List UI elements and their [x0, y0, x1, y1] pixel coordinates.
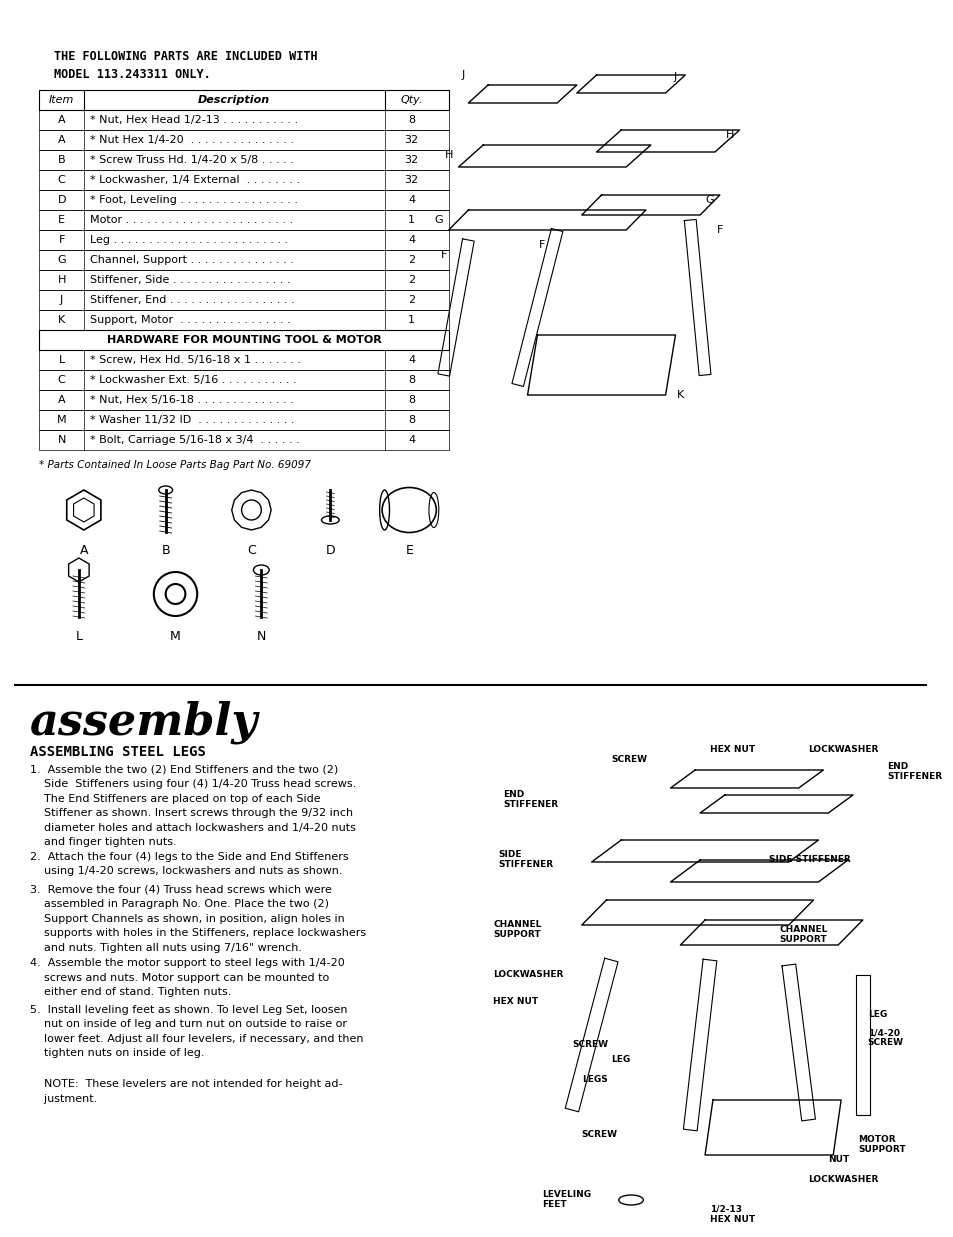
Text: Stiffener, End . . . . . . . . . . . . . . . . . .: Stiffener, End . . . . . . . . . . . . .… — [90, 294, 294, 306]
Text: H: H — [57, 275, 66, 285]
Bar — [39, 270, 448, 289]
Text: K: K — [676, 390, 683, 400]
Text: 1/2-13
HEX NUT: 1/2-13 HEX NUT — [709, 1205, 755, 1225]
Text: 32: 32 — [404, 174, 418, 186]
Text: CHANNEL
SUPPORT: CHANNEL SUPPORT — [493, 920, 541, 939]
Text: 1.  Assemble the two (2) End Stiffeners and the two (2)
    Side  Stiffeners usi: 1. Assemble the two (2) End Stiffeners a… — [30, 764, 355, 847]
Text: N: N — [256, 630, 266, 643]
Text: G: G — [705, 195, 714, 205]
Text: H: H — [724, 130, 733, 140]
Text: F: F — [716, 225, 722, 235]
Text: B: B — [161, 544, 170, 557]
Text: LOCKWASHER: LOCKWASHER — [808, 745, 878, 755]
Bar — [39, 409, 448, 430]
Text: Qty.: Qty. — [400, 95, 422, 105]
Bar — [39, 350, 448, 370]
Text: * Lockwasher Ext. 5/16 . . . . . . . . . . .: * Lockwasher Ext. 5/16 . . . . . . . . .… — [90, 375, 296, 385]
Bar — [39, 430, 448, 450]
Text: K: K — [58, 315, 65, 325]
Bar — [39, 130, 448, 150]
Text: 8: 8 — [408, 375, 415, 385]
Text: 8: 8 — [408, 395, 415, 404]
Text: ASSEMBLING STEEL LEGS: ASSEMBLING STEEL LEGS — [30, 745, 205, 760]
Bar — [39, 150, 448, 169]
Text: A: A — [79, 544, 88, 557]
Text: SCREW: SCREW — [611, 755, 647, 764]
Text: 32: 32 — [404, 155, 418, 165]
Text: * Bolt, Carriage 5/16-18 x 3/4  . . . . . .: * Bolt, Carriage 5/16-18 x 3/4 . . . . .… — [90, 435, 299, 445]
Bar — [39, 110, 448, 130]
Text: E: E — [405, 544, 413, 557]
Text: A: A — [58, 135, 66, 145]
Text: * Washer 11/32 ID  . . . . . . . . . . . . . .: * Washer 11/32 ID . . . . . . . . . . . … — [90, 414, 294, 426]
Bar — [39, 289, 448, 310]
Text: B: B — [58, 155, 66, 165]
Bar — [39, 230, 448, 250]
Bar — [39, 370, 448, 390]
Text: J: J — [673, 72, 677, 82]
Text: Stiffener, Side . . . . . . . . . . . . . . . . .: Stiffener, Side . . . . . . . . . . . . … — [90, 275, 290, 285]
Text: 4: 4 — [408, 355, 415, 365]
Text: LEG: LEG — [867, 1009, 886, 1019]
Text: LEVELING
FEET: LEVELING FEET — [541, 1190, 591, 1210]
Text: D: D — [57, 195, 66, 205]
Text: * Lockwasher, 1/4 External  . . . . . . . .: * Lockwasher, 1/4 External . . . . . . .… — [90, 174, 299, 186]
Text: C: C — [247, 544, 255, 557]
Text: * Foot, Leveling . . . . . . . . . . . . . . . . .: * Foot, Leveling . . . . . . . . . . . .… — [90, 195, 297, 205]
Text: E: E — [58, 215, 65, 225]
Text: 4: 4 — [408, 235, 415, 245]
Bar — [39, 169, 448, 190]
Bar — [39, 190, 448, 210]
Text: 2.  Attach the four (4) legs to the Side and End Stiffeners
    using 1/4-20 scr: 2. Attach the four (4) legs to the Side … — [30, 852, 348, 876]
Text: LOCKWASHER: LOCKWASHER — [808, 1175, 878, 1184]
Text: 1: 1 — [408, 215, 415, 225]
Text: D: D — [325, 544, 335, 557]
Text: J: J — [60, 294, 63, 306]
Text: Motor . . . . . . . . . . . . . . . . . . . . . . . .: Motor . . . . . . . . . . . . . . . . . … — [90, 215, 293, 225]
Text: 32: 32 — [404, 135, 418, 145]
Text: LOCKWASHER: LOCKWASHER — [493, 970, 563, 978]
Text: 3.  Remove the four (4) Truss head screws which were
    assembled in Paragraph : 3. Remove the four (4) Truss head screws… — [30, 884, 365, 952]
Text: 8: 8 — [408, 414, 415, 426]
Text: M: M — [57, 414, 67, 426]
Text: * Nut Hex 1/4-20  . . . . . . . . . . . . . . .: * Nut Hex 1/4-20 . . . . . . . . . . . .… — [90, 135, 294, 145]
Text: LEG: LEG — [611, 1055, 630, 1064]
Text: Item: Item — [49, 95, 74, 105]
Text: SCREW: SCREW — [572, 1040, 607, 1049]
Bar — [39, 250, 448, 270]
Text: NOTE:  These levelers are not intended for height ad-
    justment.: NOTE: These levelers are not intended fo… — [30, 1065, 342, 1103]
Text: HEX NUT: HEX NUT — [709, 745, 755, 755]
Text: L: L — [58, 355, 65, 365]
Bar — [39, 390, 448, 409]
Text: F: F — [538, 240, 545, 250]
Bar — [39, 330, 448, 350]
Text: * Screw Truss Hd. 1/4-20 x 5/8 . . . . .: * Screw Truss Hd. 1/4-20 x 5/8 . . . . . — [90, 155, 294, 165]
Text: SIDE STIFFENER: SIDE STIFFENER — [768, 855, 850, 863]
Text: * Parts Contained In Loose Parts Bag Part No. 69097: * Parts Contained In Loose Parts Bag Par… — [39, 460, 311, 470]
Bar — [39, 210, 448, 230]
Text: SIDE
STIFFENER: SIDE STIFFENER — [497, 850, 553, 870]
Text: 2: 2 — [408, 275, 415, 285]
Text: 8: 8 — [408, 115, 415, 125]
Text: 5.  Install leveling feet as shown. To level Leg Set, loosen
    nut on inside o: 5. Install leveling feet as shown. To le… — [30, 1004, 363, 1058]
Text: END
STIFFENER: END STIFFENER — [886, 762, 942, 782]
Text: HARDWARE FOR MOUNTING TOOL & MOTOR: HARDWARE FOR MOUNTING TOOL & MOTOR — [107, 335, 381, 345]
Text: M: M — [170, 630, 181, 643]
Text: 4: 4 — [408, 435, 415, 445]
Text: 4: 4 — [408, 195, 415, 205]
Text: F: F — [440, 250, 446, 260]
Text: A: A — [58, 115, 66, 125]
Text: Support, Motor  . . . . . . . . . . . . . . . .: Support, Motor . . . . . . . . . . . . .… — [90, 315, 290, 325]
Text: NUT: NUT — [827, 1155, 849, 1164]
Text: Channel, Support . . . . . . . . . . . . . . .: Channel, Support . . . . . . . . . . . .… — [90, 255, 294, 265]
Text: LEGS: LEGS — [581, 1075, 607, 1084]
Bar — [39, 90, 448, 110]
Text: 1/4-20
SCREW: 1/4-20 SCREW — [867, 1028, 902, 1048]
Text: G: G — [57, 255, 66, 265]
Text: 2: 2 — [408, 255, 415, 265]
Text: C: C — [58, 375, 66, 385]
Text: Leg . . . . . . . . . . . . . . . . . . . . . . . . .: Leg . . . . . . . . . . . . . . . . . . … — [90, 235, 288, 245]
Text: THE FOLLOWING PARTS ARE INCLUDED WITH
MODEL 113.243311 ONLY.: THE FOLLOWING PARTS ARE INCLUDED WITH MO… — [54, 49, 317, 80]
Text: F: F — [58, 235, 65, 245]
Text: C: C — [58, 174, 66, 186]
